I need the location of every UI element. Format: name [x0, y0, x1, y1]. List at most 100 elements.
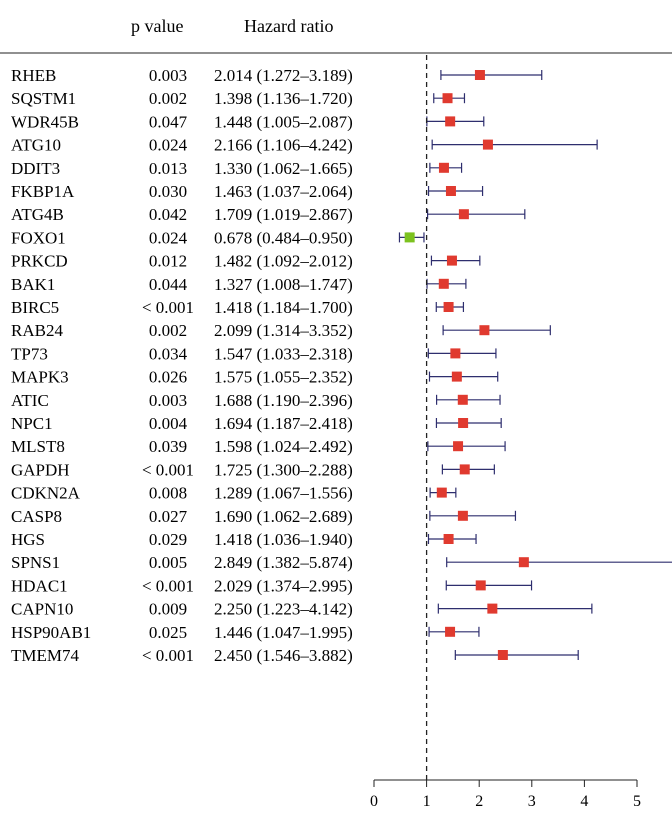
p-value-hdac1: < 0.001 — [142, 576, 194, 595]
hazard-ratio-text-hdac1: 2.029 (1.374–2.995) — [214, 576, 353, 595]
x-tick-label-4: 4 — [580, 793, 588, 810]
table-row: DDIT3 0.013 1.330 (1.062–1.665) — [11, 159, 463, 178]
x-axis: 0 1 2 3 4 5 — [370, 55, 641, 810]
gene-label-mlst8: MLST8 — [11, 437, 65, 456]
gene-label-rheb: RHEB — [11, 66, 56, 85]
table-row: RHEB 0.003 2.014 (1.272–3.189) — [11, 66, 543, 85]
p-value-atic: 0.003 — [149, 391, 187, 410]
table-row: MAPK3 0.026 1.575 (1.055–2.352) — [11, 368, 499, 387]
hr-point-sqstm1 — [442, 93, 453, 104]
gene-label-casp8: CASP8 — [11, 507, 62, 526]
table-row: ATG4B 0.042 1.709 (1.019–2.867) — [11, 205, 526, 224]
table-row: PRKCD 0.012 1.482 (1.092–2.012) — [11, 252, 481, 271]
hazard-ratio-text-sqstm1: 1.398 (1.136–1.720) — [214, 89, 353, 108]
gene-label-sqstm1: SQSTM1 — [11, 89, 76, 108]
table-row: HSP90AB1 0.025 1.446 (1.047–1.995) — [11, 623, 480, 642]
table-row: TP73 0.034 1.547 (1.033–2.318) — [11, 344, 497, 363]
hazard-ratio-text-rab24: 2.099 (1.314–3.352) — [214, 321, 353, 340]
gene-label-hdac1: HDAC1 — [11, 576, 68, 595]
hr-point-hsp90ab1 — [445, 626, 456, 637]
hazard-ratio-text-atg10: 2.166 (1.106–4.242) — [214, 136, 353, 155]
p-value-npc1: 0.004 — [149, 414, 188, 433]
p-value-foxo1: 0.024 — [149, 228, 188, 247]
hazard-ratio-text-rheb: 2.014 (1.272–3.189) — [214, 66, 353, 85]
gene-label-birc5: BIRC5 — [11, 298, 59, 317]
table-row: CASP8 0.027 1.690 (1.062–2.689) — [11, 507, 517, 526]
table-row: FKBP1A 0.030 1.463 (1.037–2.064) — [11, 182, 484, 201]
p-value-capn10: 0.009 — [149, 600, 187, 619]
hazard-ratio-text-tmem74: 2.450 (1.546–3.882) — [214, 646, 353, 665]
header-p-value: p value — [131, 16, 183, 36]
p-value-hsp90ab1: 0.025 — [149, 623, 187, 642]
p-value-wdr45b: 0.047 — [149, 112, 188, 131]
hazard-ratio-text-spns1: 2.849 (1.382–5.874) — [214, 553, 353, 572]
table-row: CDKN2A 0.008 1.289 (1.067–1.556) — [11, 484, 457, 503]
gene-label-hsp90ab1: HSP90AB1 — [11, 623, 91, 642]
gene-label-gapdh: GAPDH — [11, 460, 70, 479]
gene-label-hgs: HGS — [11, 530, 45, 549]
p-value-rab24: 0.002 — [149, 321, 187, 340]
hazard-ratio-text-prkcd: 1.482 (1.092–2.012) — [214, 252, 353, 271]
table-row: MLST8 0.039 1.598 (1.024–2.492) — [11, 437, 506, 456]
table-row: BAK1 0.044 1.327 (1.008–1.747) — [11, 275, 467, 294]
hazard-ratio-text-casp8: 1.690 (1.062–2.689) — [214, 507, 353, 526]
gene-label-fkbp1a: FKBP1A — [11, 182, 75, 201]
p-value-casp8: 0.027 — [149, 507, 188, 526]
hr-point-prkcd — [446, 255, 457, 266]
hazard-ratio-text-cdkn2a: 1.289 (1.067–1.556) — [214, 484, 353, 503]
hazard-ratio-text-hgs: 1.418 (1.036–1.940) — [214, 530, 353, 549]
p-value-mlst8: 0.039 — [149, 437, 187, 456]
hazard-ratio-text-foxo1: 0.678 (0.484–0.950) — [214, 228, 353, 247]
hazard-ratio-text-mlst8: 1.598 (1.024–2.492) — [214, 437, 353, 456]
x-tick-label-1: 1 — [423, 793, 431, 810]
p-value-tp73: 0.034 — [149, 344, 188, 363]
rows-group: RHEB 0.003 2.014 (1.272–3.189) SQSTM1 0.002 1… — [11, 66, 672, 665]
p-value-atg4b: 0.042 — [149, 205, 187, 224]
table-row: SQSTM1 0.002 1.398 (1.136–1.720) — [11, 89, 466, 108]
gene-label-tmem74: TMEM74 — [11, 646, 80, 665]
table-row: ATIC 0.003 1.688 (1.190–2.396) — [11, 391, 501, 410]
hazard-ratio-text-fkbp1a: 1.463 (1.037–2.064) — [214, 182, 353, 201]
table-row: RAB24 0.002 2.099 (1.314–3.352) — [11, 321, 551, 340]
gene-label-spns1: SPNS1 — [11, 553, 60, 572]
table-row: HDAC1 < 0.001 2.029 (1.374–2.995) — [11, 576, 533, 595]
table-row: NPC1 0.004 1.694 (1.187–2.418) — [11, 414, 502, 433]
p-value-tmem74: < 0.001 — [142, 646, 194, 665]
hr-point-cdkn2a — [436, 487, 447, 498]
p-value-gapdh: < 0.001 — [142, 460, 194, 479]
p-value-prkcd: 0.012 — [149, 252, 187, 271]
p-value-sqstm1: 0.002 — [149, 89, 187, 108]
hr-point-bak1 — [438, 278, 449, 289]
gene-label-rab24: RAB24 — [11, 321, 63, 340]
gene-label-ddit3: DDIT3 — [11, 159, 60, 178]
hr-point-wdr45b — [445, 116, 456, 127]
p-value-spns1: 0.005 — [149, 553, 187, 572]
hazard-ratio-text-bak1: 1.327 (1.008–1.747) — [214, 275, 353, 294]
gene-label-mapk3: MAPK3 — [11, 368, 69, 387]
hr-point-ddit3 — [438, 162, 449, 173]
p-value-birc5: < 0.001 — [142, 298, 194, 317]
table-row: TMEM74 < 0.001 2.450 (1.546–3.882) — [11, 646, 579, 665]
gene-label-wdr45b: WDR45B — [11, 112, 79, 131]
table-row: CAPN10 0.009 2.250 (1.223–4.142) — [11, 600, 593, 619]
hr-point-casp8 — [457, 510, 468, 521]
hazard-ratio-text-ddit3: 1.330 (1.062–1.665) — [214, 159, 353, 178]
p-value-ddit3: 0.013 — [149, 159, 187, 178]
hr-point-hgs — [443, 534, 454, 544]
hazard-ratio-text-atic: 1.688 (1.190–2.396) — [214, 391, 353, 410]
table-row: BIRC5 < 0.001 1.418 (1.184–1.700) — [11, 298, 465, 317]
gene-label-atg10: ATG10 — [11, 136, 61, 155]
p-value-bak1: 0.044 — [149, 275, 188, 294]
header-hazard-ratio: Hazard ratio — [244, 16, 333, 36]
gene-label-foxo1: FOXO1 — [11, 228, 66, 247]
hr-point-foxo1 — [404, 232, 415, 243]
hr-point-rheb — [474, 70, 485, 80]
gene-label-tp73: TP73 — [11, 344, 48, 363]
hr-point-capn10 — [487, 603, 498, 614]
p-value-fkbp1a: 0.030 — [149, 182, 187, 201]
table-row: WDR45B 0.047 1.448 (1.005–2.087) — [11, 112, 485, 131]
hazard-ratio-text-atg4b: 1.709 (1.019–2.867) — [214, 205, 353, 224]
hr-point-tmem74 — [497, 650, 508, 660]
table-row: HGS 0.029 1.418 (1.036–1.940) — [11, 530, 477, 549]
